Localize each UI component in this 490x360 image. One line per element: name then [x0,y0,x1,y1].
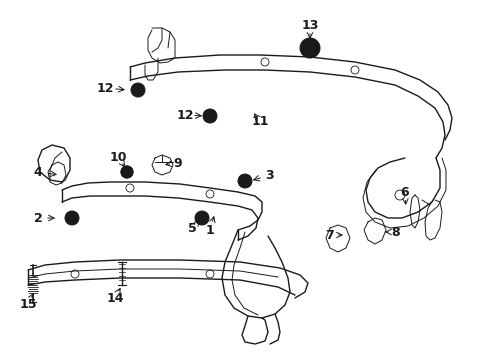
Circle shape [300,38,320,58]
Text: 6: 6 [401,185,409,198]
Text: 10: 10 [109,150,127,163]
Text: 7: 7 [326,229,334,242]
Text: 8: 8 [392,225,400,239]
Circle shape [131,83,145,97]
Text: 15: 15 [19,298,37,311]
Circle shape [195,211,209,225]
Circle shape [69,215,75,221]
Circle shape [121,166,133,178]
Text: 12: 12 [96,81,114,95]
Text: 9: 9 [173,157,182,170]
Text: 3: 3 [266,168,274,181]
Circle shape [203,109,217,123]
Circle shape [238,174,252,188]
Text: 12: 12 [176,108,194,122]
Text: 13: 13 [301,18,319,32]
Circle shape [199,215,205,221]
Text: 5: 5 [188,221,196,234]
Text: 1: 1 [206,224,215,237]
Text: 4: 4 [34,166,42,179]
Circle shape [306,44,314,52]
Text: 11: 11 [251,114,269,127]
Text: 14: 14 [106,292,124,305]
Circle shape [121,166,133,178]
Text: 2: 2 [34,212,42,225]
Circle shape [65,211,79,225]
